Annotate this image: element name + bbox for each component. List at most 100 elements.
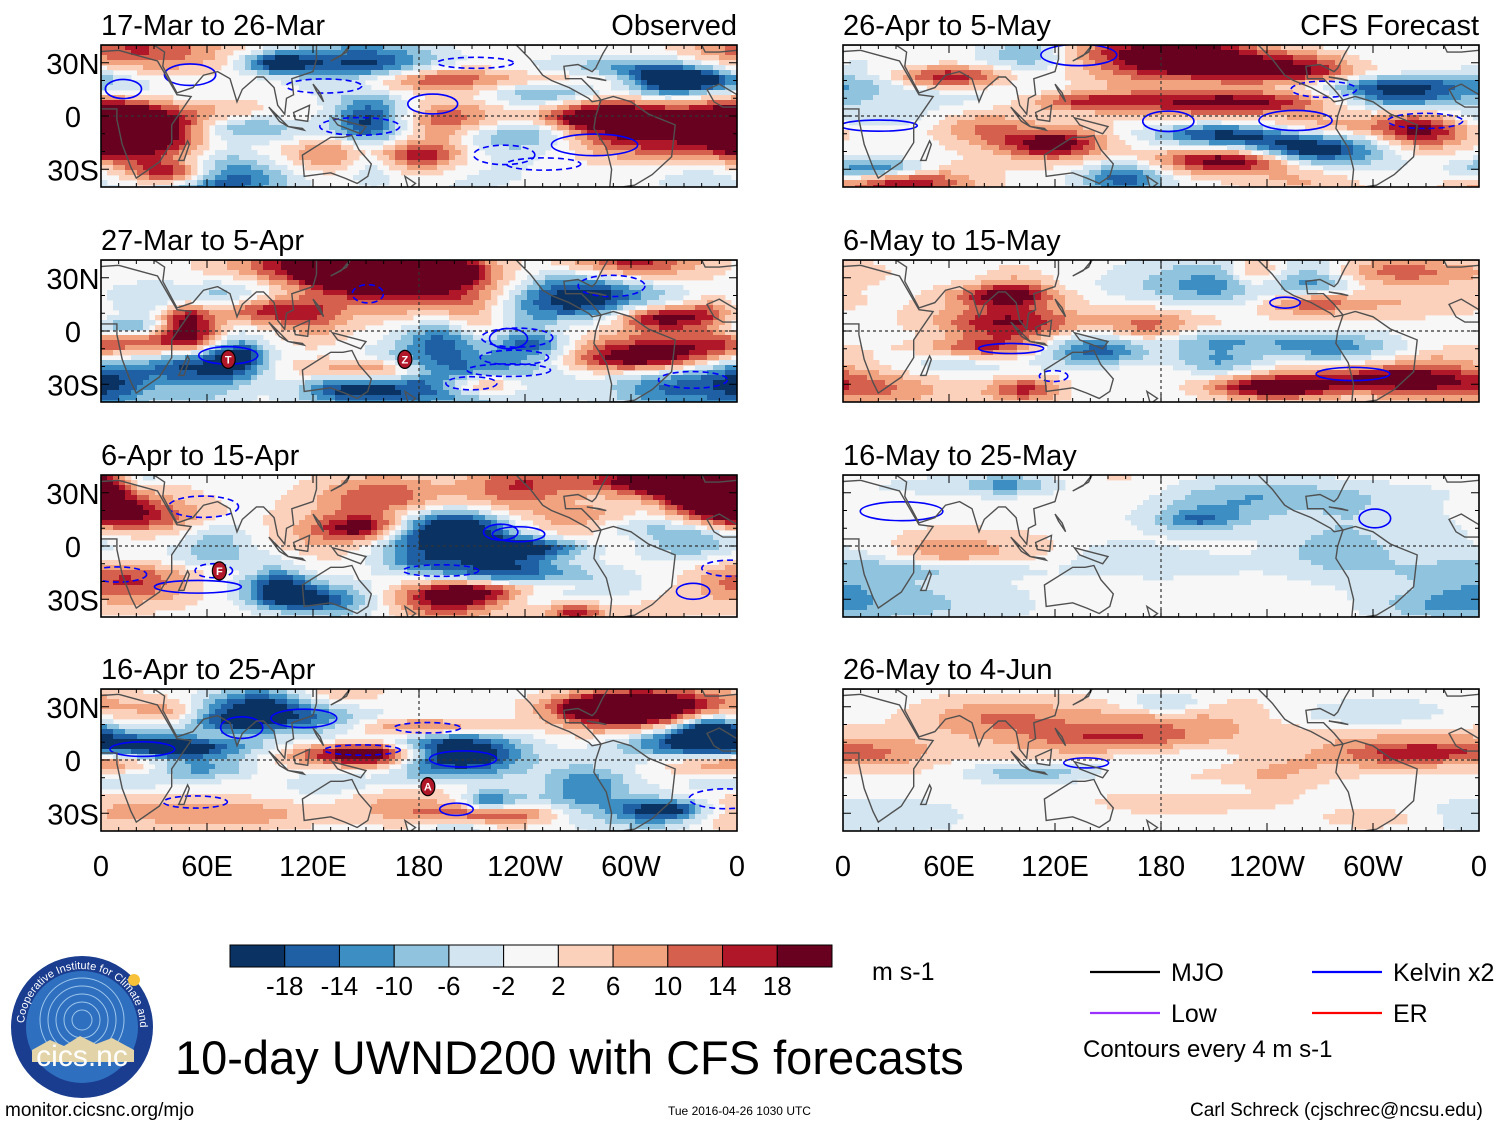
kelvin-contour — [1269, 296, 1302, 309]
coastline — [1030, 125, 1049, 132]
coastline — [843, 264, 935, 395]
colorbar-tick-label: 2 — [551, 971, 565, 1001]
contour-legend: MJO Kelvin x2 Low ER — [1090, 959, 1494, 1028]
coastlines — [843, 689, 1479, 831]
axis-ticks — [842, 259, 1480, 403]
kelvin-contour — [1141, 110, 1195, 133]
coastlines — [101, 45, 737, 187]
storm-label: Z — [401, 354, 408, 366]
kelvin-contour — [675, 582, 711, 601]
legend-item-er: ER — [1312, 1000, 1428, 1028]
lat-label: 30N — [46, 479, 99, 511]
coastline — [1054, 83, 1067, 103]
lon-label: 0 — [93, 851, 109, 883]
legend-item-low: Low — [1090, 1000, 1218, 1028]
kelvin-contour — [488, 327, 529, 350]
coastline — [1030, 555, 1049, 562]
kelvin-contour — [550, 133, 639, 157]
lat-label: 0 — [65, 746, 81, 778]
colorbar-swatch — [284, 944, 340, 968]
kelvin-contour — [701, 559, 737, 578]
coastline — [593, 95, 676, 187]
coastline — [593, 739, 676, 831]
coastlines — [101, 689, 737, 831]
kelvin-contour — [318, 116, 401, 137]
kelvin-contour — [577, 274, 646, 298]
coastline — [1328, 506, 1349, 512]
kelvin-contour — [323, 744, 402, 756]
coastline — [1034, 319, 1053, 338]
panel-period-title: 16-Apr to 25-Apr — [101, 654, 316, 686]
coastline — [330, 260, 351, 277]
kelvin-contour — [479, 349, 550, 366]
colorbar-swatch — [557, 944, 614, 968]
storm-marker: F — [211, 561, 227, 581]
colorbar-tick-label: -2 — [492, 971, 515, 1001]
coastline — [330, 116, 368, 135]
coastline — [1010, 750, 1031, 772]
kelvin-contour — [1358, 508, 1392, 529]
coastline — [1448, 83, 1479, 108]
lat-label: 30N — [46, 693, 99, 725]
kelvin-contour — [482, 523, 519, 541]
coastline — [312, 298, 325, 318]
wind-anomaly-field — [843, 475, 1479, 617]
coastline — [700, 45, 737, 53]
kelvin-contour — [491, 525, 546, 543]
coastline — [1335, 310, 1418, 402]
coastline — [843, 45, 1060, 116]
coastline — [1072, 689, 1093, 706]
map-panel-forecast-3: 16-May to 25-May — [842, 440, 1480, 618]
coastline — [1043, 134, 1115, 185]
storm-marker: T — [220, 349, 236, 369]
coastline — [403, 604, 417, 617]
kelvin-contour — [859, 501, 944, 522]
panel-period-title: 6-Apr to 15-Apr — [101, 440, 300, 472]
coastline — [330, 331, 368, 350]
colorbar-tick-label: -10 — [375, 971, 413, 1001]
axis-ticks — [100, 688, 738, 832]
coastline — [1448, 513, 1479, 538]
coastline — [706, 83, 737, 108]
coastline — [1448, 298, 1479, 323]
colorbar-swatch — [612, 944, 669, 968]
kelvin-contour — [351, 283, 385, 304]
kelvin-contour — [438, 802, 475, 817]
kelvin-contour — [285, 78, 363, 94]
kelvin-contour — [167, 495, 240, 519]
coastline — [700, 260, 737, 268]
panel-period-title: 6-May to 15-May — [843, 225, 1061, 257]
coastline — [301, 349, 373, 400]
coastline — [101, 689, 318, 760]
kelvin-contour — [436, 56, 515, 70]
coastline — [292, 748, 311, 767]
coastline — [1010, 536, 1031, 558]
colorbar-swatch — [229, 944, 286, 968]
colorbar-swatch — [776, 944, 833, 968]
coastline — [1010, 106, 1031, 128]
kelvin-contour — [1062, 757, 1110, 769]
coastline — [919, 783, 933, 806]
coastline — [330, 760, 368, 779]
coastline — [268, 750, 289, 772]
colorbar-swatch — [448, 944, 505, 968]
coastline — [301, 778, 373, 829]
wind-anomaly-field: F — [101, 475, 737, 617]
footer-url[interactable]: monitor.cicsnc.org/mjo — [5, 1100, 195, 1121]
coastline — [1072, 331, 1110, 350]
lat-label: 30N — [46, 49, 99, 81]
map-panel-observed-3: 6-Apr to 15-Apr F 30N 0 30S — [46, 440, 738, 618]
lon-label: 60E — [181, 851, 233, 883]
storm-label: T — [225, 354, 232, 366]
coastline — [1034, 748, 1053, 767]
coastline — [288, 125, 307, 132]
coastline — [330, 546, 368, 565]
colorbar-tick-label: -18 — [266, 971, 304, 1001]
colorbar-tick-label: 18 — [763, 971, 792, 1001]
colorbar-swatch — [667, 944, 724, 968]
kelvin-contour — [402, 564, 480, 578]
lat-label: 30S — [47, 799, 99, 831]
coastline — [101, 693, 193, 824]
coastline — [403, 174, 417, 187]
